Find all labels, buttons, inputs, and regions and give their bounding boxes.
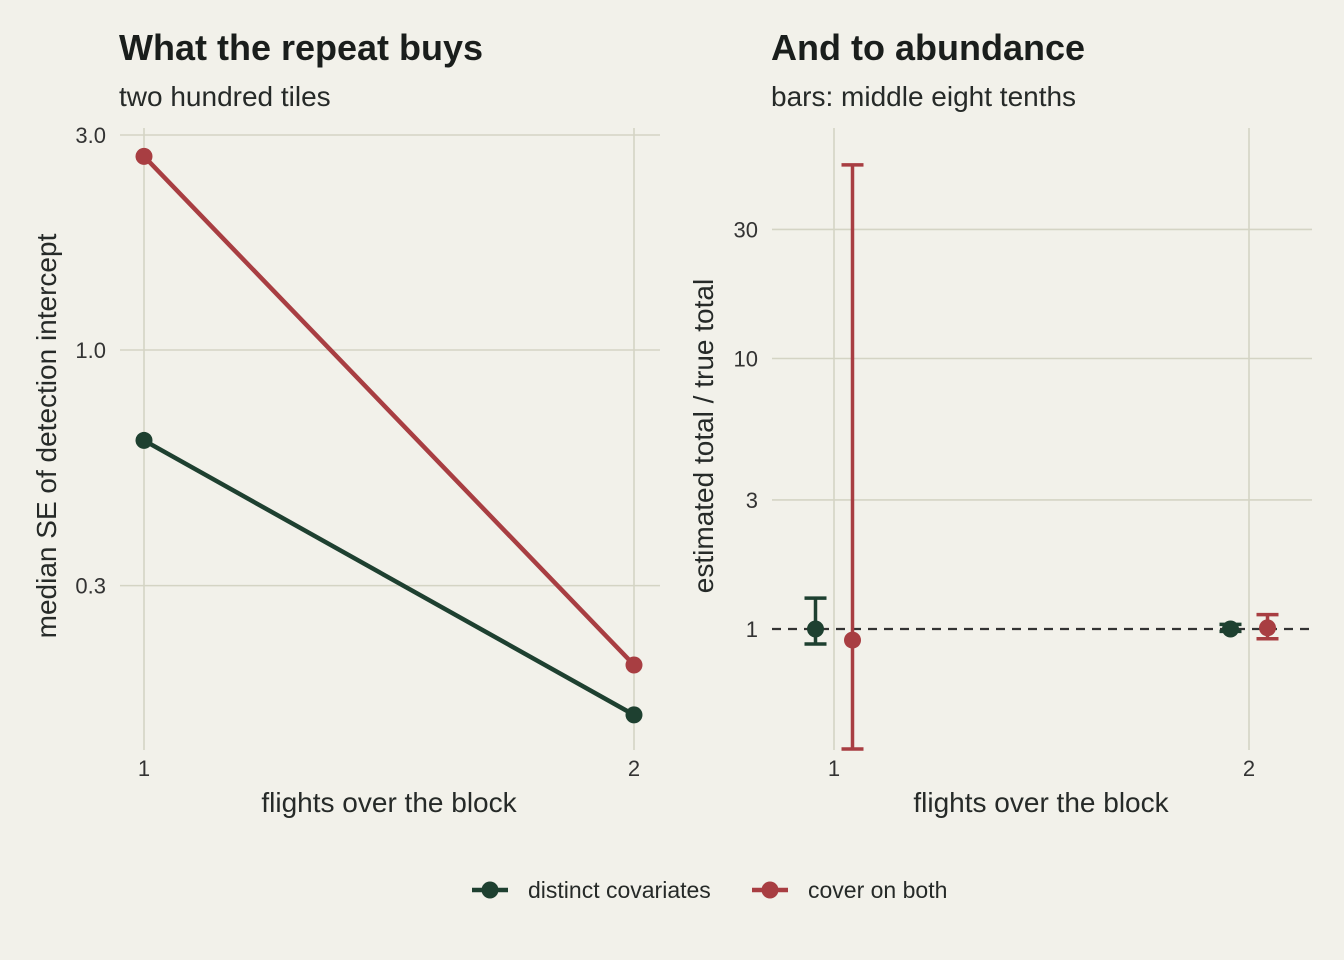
right-x-tick-label: 2 [1243,756,1255,781]
left-subtitle: two hundred tiles [119,81,331,112]
right-marks [772,163,1312,751]
legend-key-point [481,881,499,899]
right-y-tick-label: 1 [746,617,758,642]
right-y-axis-title: estimated total / true total [688,279,719,593]
left-title: What the repeat buys [119,27,483,68]
left-y-tick-label: 3.0 [75,123,106,148]
left-marks [135,147,643,724]
left-y-tick-label: 1.0 [75,338,106,363]
left-data-point [625,656,643,674]
left-panel: What the repeat buys two hundred tiles 0… [31,27,660,818]
right-data-point [807,620,824,638]
right-data-point [1259,619,1276,637]
left-data-point [625,706,643,724]
legend-label: cover on both [808,877,947,903]
right-x-axis-title: flights over the block [913,787,1169,818]
left-x-tick-label: 2 [628,756,640,781]
right-x-tick-label: 1 [828,756,840,781]
left-x-axis-title: flights over the block [261,787,517,818]
left-series-line [142,438,636,717]
left-x-tick-label: 1 [138,756,150,781]
legend-label: distinct covariates [528,877,711,903]
right-y-tick-label: 10 [734,347,758,372]
left-y-axis-title: median SE of detection intercept [31,233,62,638]
right-grid [772,128,1312,750]
right-data-point [844,631,861,649]
right-panel: And to abundance bars: middle eight tent… [688,27,1312,818]
left-data-point [135,147,153,165]
left-y-tick-label: 0.3 [75,574,106,599]
left-series-line [142,154,636,667]
left-grid [120,128,660,750]
right-subtitle: bars: middle eight tenths [771,81,1076,112]
right-y-ticks: 1 3 10 30 [734,217,758,642]
left-data-point [135,431,153,449]
legend: distinct covariates cover on both [472,877,947,903]
left-y-ticks: 0.3 1.0 3.0 [75,123,106,599]
right-title: And to abundance [771,27,1085,68]
right-data-point [1222,620,1239,638]
legend-key-point [761,881,779,899]
right-y-tick-label: 30 [734,217,758,242]
right-y-tick-label: 3 [746,488,758,513]
